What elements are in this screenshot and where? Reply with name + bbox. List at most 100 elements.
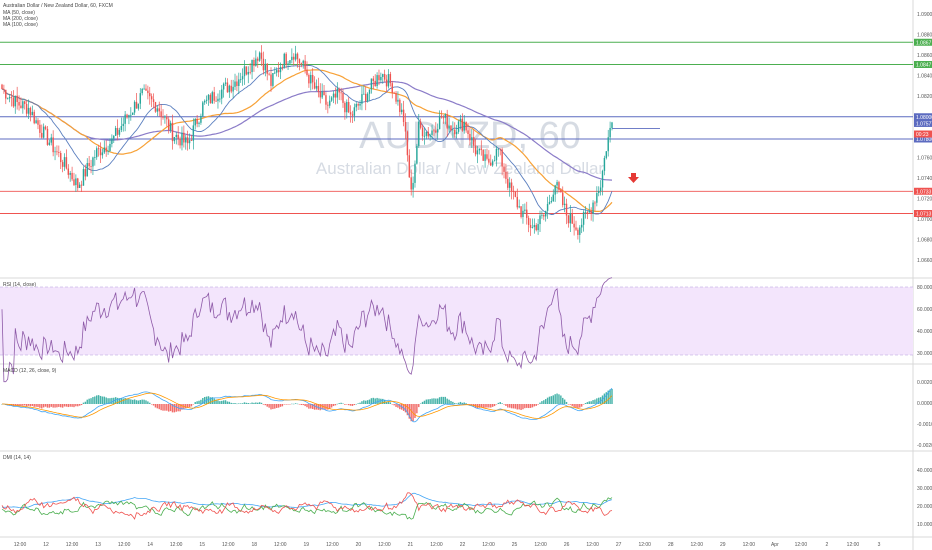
- macd-histogram-bar: [141, 399, 143, 404]
- candle-body: [61, 162, 64, 167]
- macd-histogram-bar: [283, 404, 285, 405]
- macd-histogram-bar: [497, 402, 500, 404]
- macd-histogram-bar: [550, 396, 553, 404]
- candle-body: [359, 103, 361, 106]
- time-axis-label: 13: [95, 542, 101, 548]
- candle-body: [247, 71, 249, 75]
- candle-body: [395, 92, 397, 102]
- candle-body: [531, 227, 534, 228]
- macd-histogram-bar: [347, 404, 350, 406]
- candle-body: [90, 166, 92, 167]
- macd-histogram-bar: [327, 404, 329, 410]
- time-axis-label: 3: [878, 542, 881, 548]
- price-tag: [914, 135, 932, 143]
- candle-body: [419, 121, 422, 128]
- macd-histogram-bar: [539, 402, 541, 404]
- macd-histogram-bar: [423, 400, 426, 404]
- candle-body: [467, 130, 469, 134]
- dmi-axis-label: 20.0000: [917, 504, 932, 510]
- rsi-pane: [0, 277, 913, 383]
- macd-histogram-bar: [457, 402, 460, 404]
- macd-histogram-bar: [279, 404, 282, 407]
- candle-body: [99, 148, 102, 156]
- candle-body: [251, 59, 253, 73]
- candle-body: [499, 148, 501, 150]
- candle-body: [1, 84, 3, 90]
- candle-body: [393, 92, 395, 94]
- macd-histogram-bar: [421, 401, 424, 404]
- macd-histogram-bar: [255, 402, 257, 404]
- candle-body: [571, 213, 573, 224]
- candle-body: [518, 206, 520, 208]
- candle-body: [200, 115, 202, 123]
- candle-body: [368, 89, 371, 94]
- macd-histogram-bar: [351, 404, 354, 406]
- macd-histogram-bar: [533, 404, 536, 407]
- candle-body: [374, 80, 376, 87]
- macd-histogram-bar: [181, 404, 183, 410]
- macd-histogram-bar: [444, 396, 447, 404]
- candle-body: [304, 60, 306, 70]
- candle-body: [141, 88, 143, 94]
- candle-body: [427, 131, 429, 137]
- candle-body: [512, 190, 515, 192]
- candle-body: [556, 182, 558, 186]
- macd-histogram-bar: [569, 404, 572, 405]
- candle-body: [412, 182, 414, 190]
- candle-body: [266, 63, 268, 74]
- macd-histogram-bar: [580, 404, 583, 407]
- macd-pane-title: MACD (12, 26, close, 9): [3, 368, 57, 374]
- candle-body: [558, 182, 560, 190]
- candle-body: [601, 170, 604, 188]
- down-arrow-icon: [628, 173, 639, 183]
- price-axis-label: 1.08600: [917, 53, 932, 59]
- candle-body: [408, 155, 411, 178]
- macd-histogram-bar: [270, 404, 272, 410]
- macd-histogram-bar: [416, 404, 418, 414]
- macd-histogram-bar: [25, 404, 28, 407]
- time-axis-label: 12:00: [743, 542, 756, 548]
- candle-body: [65, 157, 68, 169]
- macd-histogram-bar: [185, 404, 187, 409]
- macd-histogram-bar: [139, 399, 142, 404]
- macd-histogram-bar: [63, 404, 66, 407]
- macd-pane: [1, 387, 613, 423]
- rsi-axis-label: 40.0000: [917, 329, 932, 335]
- macd-histogram-bar: [150, 404, 153, 405]
- candle-body: [541, 214, 543, 216]
- macd-histogram-bar: [77, 404, 79, 407]
- macd-histogram-bar: [20, 404, 22, 407]
- candle-body: [283, 53, 285, 68]
- candle-body: [270, 74, 272, 86]
- candle-body: [463, 121, 465, 131]
- candle-body: [577, 229, 579, 235]
- macd-histogram-bar: [31, 404, 34, 406]
- time-axis-label: 20: [356, 542, 362, 548]
- macd-histogram-bar: [266, 404, 268, 407]
- candle-body: [366, 93, 369, 102]
- candle-body: [435, 130, 437, 133]
- macd-histogram-bar: [164, 404, 166, 411]
- candle-body: [152, 99, 155, 103]
- macd-histogram-bar: [107, 398, 109, 404]
- candle-body: [527, 217, 530, 225]
- macd-histogram-bar: [228, 401, 231, 404]
- candle-body: [77, 178, 79, 189]
- macd-histogram-bar: [586, 402, 589, 404]
- macd-histogram-bar: [268, 404, 270, 408]
- macd-histogram-bar: [39, 404, 41, 408]
- macd-histogram-bar: [571, 404, 573, 406]
- time-axis-label: 12:00: [482, 542, 495, 548]
- candle-body: [257, 58, 259, 61]
- macd-histogram-bar: [526, 404, 528, 408]
- candle-body: [238, 79, 240, 87]
- candle-body: [291, 56, 293, 61]
- candle-body: [346, 101, 348, 113]
- macd-histogram-bar: [440, 396, 443, 404]
- macd-histogram-bar: [213, 398, 215, 404]
- macd-histogram-bar: [336, 403, 339, 405]
- candle-body: [526, 209, 528, 218]
- candle-body: [12, 97, 15, 107]
- candle-body: [14, 95, 16, 107]
